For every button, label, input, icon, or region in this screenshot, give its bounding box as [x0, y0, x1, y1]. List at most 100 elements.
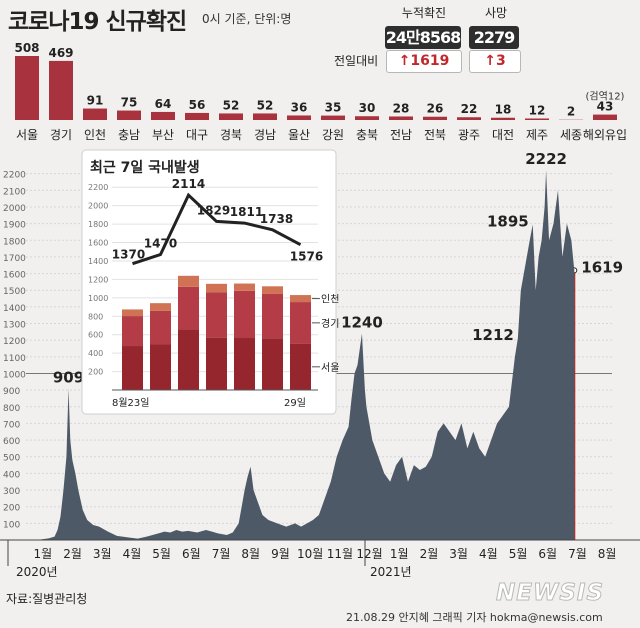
region-value-label: 469 [48, 46, 73, 60]
cumulative-label: 누적확진 [401, 6, 447, 20]
area-ytick-label: 1700 [3, 254, 26, 264]
region-bar [287, 115, 311, 120]
inset-ytick-label: 1400 [88, 257, 108, 266]
peak-label: 1895 [487, 212, 529, 230]
region-value-label: 43 [597, 100, 614, 114]
inset-legend-label: 인천 [321, 294, 339, 306]
month-label: 6월 [538, 547, 557, 561]
region-category-label: 광주 [458, 128, 480, 142]
inset-ytick-label: 1800 [88, 220, 108, 229]
region-category-label: 서울 [16, 128, 38, 142]
region-value-label: 64 [155, 97, 172, 111]
death-label: 사망 [484, 6, 508, 20]
month-label: 1월 [34, 547, 53, 561]
inset-ytick-label: 400 [88, 349, 103, 358]
inset-stack-segment [206, 292, 227, 338]
month-label: 10월 [297, 547, 323, 561]
inset-ytick-label: 2000 [88, 202, 108, 211]
area-ytick-label: 500 [3, 454, 20, 464]
area-ytick-label: 1800 [3, 237, 26, 247]
credit-note: 21.08.29 안지혜 그래픽 기자 hokma@newsis.com [346, 611, 603, 624]
region-value-label: 52 [223, 98, 240, 112]
region-bar [49, 60, 73, 120]
inset-stack-segment [206, 283, 227, 293]
chart-subtitle: 0시 기준, 단위:명 [202, 12, 292, 26]
region-category-label: 충북 [356, 128, 378, 142]
inset-stack-segment [234, 283, 255, 291]
quarantine-note: (검역12) [586, 91, 625, 103]
region-bar [15, 56, 39, 120]
area-ytick-label: 1200 [3, 337, 26, 347]
inset-stack-segment [290, 343, 311, 390]
region-category-label: 대전 [492, 128, 514, 142]
inset-stack-segment [150, 303, 171, 311]
month-label: 3월 [449, 547, 468, 561]
region-value-label: 26 [427, 102, 444, 116]
inset-line-label: 1576 [290, 250, 323, 264]
month-label: 4월 [123, 547, 142, 561]
area-ytick-label: 1600 [3, 271, 26, 281]
area-ytick-label: 2200 [3, 171, 26, 181]
area-ytick-label: 700 [3, 420, 20, 430]
region-value-label: 35 [325, 101, 342, 115]
diff-label: 전일대비 [334, 54, 379, 68]
month-label: 12월 [356, 547, 382, 561]
inset-total-line [132, 192, 302, 266]
region-value-label: 12 [529, 103, 546, 117]
cumulative-value: 24만8568 [385, 26, 461, 49]
region-bar [83, 108, 107, 120]
region-value-label: 52 [257, 98, 274, 112]
region-category-label: 전북 [424, 128, 446, 142]
inset-ytick-label: 1600 [88, 239, 108, 248]
region-category-label: 경북 [220, 128, 242, 142]
region-bar [219, 113, 243, 120]
inset-ytick-label: 600 [88, 331, 103, 340]
month-label: 8월 [598, 547, 617, 561]
region-category-label: 대구 [186, 128, 208, 142]
inset-stack-segment [178, 275, 199, 287]
region-category-label: 세종 [560, 128, 582, 142]
month-label: 7월 [212, 547, 231, 561]
month-label: 4월 [479, 547, 498, 561]
region-bar [525, 118, 549, 120]
month-label: 5월 [509, 547, 528, 561]
region-value-label: 508 [14, 41, 39, 55]
inset-line-label: 1829 [197, 203, 230, 217]
area-ytick-label: 800 [3, 404, 20, 414]
month-label: 7월 [568, 547, 587, 561]
inset-line-label: 1370 [112, 248, 145, 262]
inset-x-start-label: 8월23일 [112, 397, 150, 409]
regional-bar-chart: 508 서울 469 경기 91 인천 75 충남 64 부산 56 대구 52 경북 52 경남 36 울산 35… [14, 41, 627, 142]
region-bar [321, 115, 345, 120]
area-ytick-label: 100 [3, 520, 20, 530]
peak-label: 1212 [472, 326, 514, 344]
area-ytick-label: 200 [3, 504, 20, 514]
region-bar [185, 112, 209, 120]
inset-stack-segment [122, 309, 143, 317]
inset-stack-segment [122, 346, 143, 390]
newsis-logo: NEWSIS [495, 580, 605, 607]
month-label: 11월 [327, 547, 353, 561]
daily-area [10, 169, 575, 540]
inset-ytick-label: 200 [88, 368, 103, 377]
month-label: 6월 [182, 547, 201, 561]
inset-stack-segment [178, 329, 199, 390]
inset-stack-segment [290, 302, 311, 344]
inset-legend-label: 경기 [321, 317, 339, 330]
inset-stack-segment [122, 316, 143, 347]
region-value-label: 36 [291, 100, 308, 114]
region-category-label: 울산 [288, 128, 310, 142]
region-bar [151, 111, 175, 120]
source-note: 자료:질병관리청 [6, 592, 88, 606]
region-value-label: 28 [393, 101, 410, 115]
region-bar [491, 117, 515, 120]
inset-stack-segment [178, 286, 199, 330]
peak-label: 1619 [581, 258, 623, 276]
region-category-label: 제주 [526, 128, 548, 142]
year-label-2020: 2020년 [16, 565, 58, 579]
area-ytick-label: 2000 [3, 204, 26, 214]
region-bar [117, 110, 141, 120]
region-value-label: 22 [461, 102, 478, 116]
region-category-label: 충남 [118, 128, 140, 142]
